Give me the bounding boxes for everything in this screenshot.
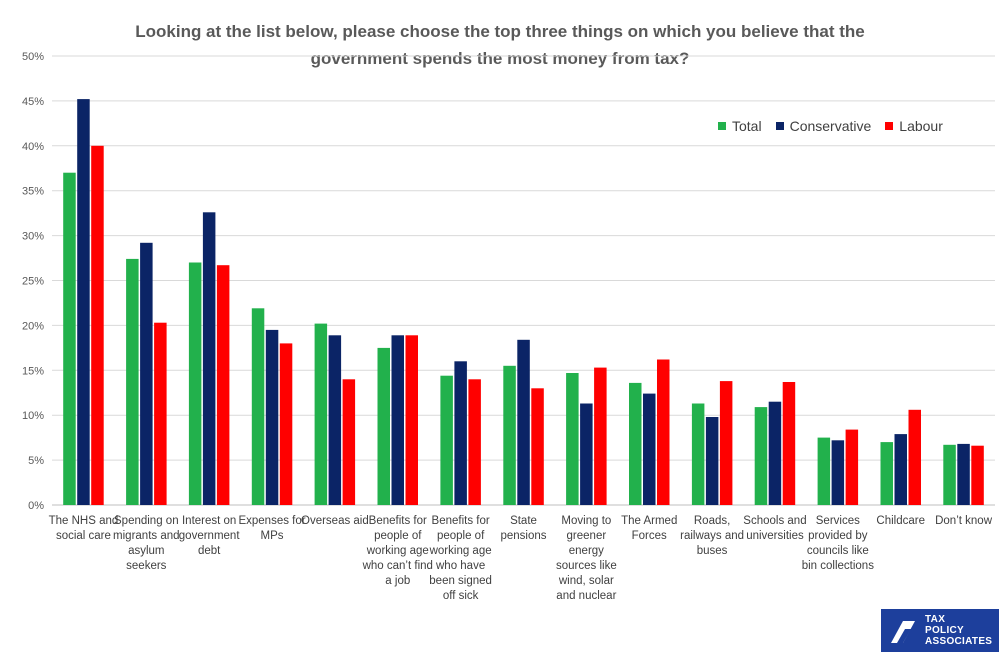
bar-conservative-6 <box>454 361 467 505</box>
logo-text-line-2: POLICY <box>925 625 965 636</box>
x-category-label: Moving to greener energy sources like wi… <box>556 515 617 602</box>
x-category-label: Expenses for MPs <box>238 515 306 542</box>
bar-conservative-11 <box>768 401 782 505</box>
x-category-label: The Armed Forces <box>621 515 678 542</box>
legend-item-total: Total <box>718 118 762 134</box>
legend-swatch-total <box>718 122 726 130</box>
y-tick-label: 40% <box>22 141 44 153</box>
y-tick-label: 35% <box>22 186 44 198</box>
chart-title: Looking at the list below, please choose… <box>120 18 880 72</box>
x-category-label: Benefits for people of working age who h… <box>429 515 492 602</box>
bar-labour-11 <box>782 382 796 505</box>
bar-total-10 <box>691 403 705 505</box>
x-category-label: Services provided by councils like bin c… <box>801 515 874 572</box>
x-category-label: Spending on migrants and asylum seekers <box>113 515 180 572</box>
bar-total-8 <box>566 373 579 505</box>
bar-conservative-0 <box>77 99 90 505</box>
bar-total-13 <box>880 442 893 505</box>
bar-total-14 <box>943 444 956 505</box>
legend-label-total: Total <box>732 118 762 134</box>
bar-total-2 <box>188 262 202 505</box>
bar-total-6 <box>440 375 453 505</box>
y-tick-label: 10% <box>22 410 44 422</box>
y-tick-label: 5% <box>28 455 44 467</box>
bar-total-0 <box>63 172 76 505</box>
bar-conservative-5 <box>391 335 404 505</box>
bar-conservative-2 <box>202 212 216 506</box>
bar-conservative-1 <box>140 242 153 506</box>
legend-label-labour: Labour <box>899 118 943 134</box>
bar-conservative-4 <box>328 335 342 505</box>
logo-text-line-3: ASSOCIATES <box>925 636 993 647</box>
y-tick-label: 25% <box>22 276 44 288</box>
chart-title-line-2: government spends the most money from ta… <box>310 49 690 68</box>
bar-conservative-10 <box>705 417 719 505</box>
bar-conservative-7 <box>517 339 530 505</box>
bar-labour-0 <box>91 145 104 506</box>
x-category-label: Schools and universities <box>743 515 807 542</box>
bar-conservative-14 <box>957 443 970 505</box>
x-category-label: Interest on government debt <box>178 515 240 557</box>
y-tick-label: 0% <box>28 500 44 512</box>
bar-labour-7 <box>531 388 544 505</box>
x-category-label: Childcare <box>876 515 925 527</box>
bar-labour-2 <box>216 265 230 505</box>
legend-item-conservative: Conservative <box>775 118 872 134</box>
bar-conservative-13 <box>894 434 907 505</box>
bar-conservative-8 <box>580 403 593 505</box>
bar-total-9 <box>629 382 642 505</box>
legend-item-labour: Labour <box>885 118 943 134</box>
logo-mark-icon <box>891 620 915 643</box>
logo-text-line-1: TAX <box>925 614 946 625</box>
y-tick-label: 15% <box>22 365 44 377</box>
bar-labour-12 <box>845 429 859 505</box>
x-category-label: The NHS and social care <box>48 515 119 542</box>
bar-total-11 <box>754 407 768 505</box>
bar-conservative-9 <box>643 393 656 505</box>
bar-labour-14 <box>971 445 984 505</box>
x-category-label: Roads, railways and buses <box>680 515 745 557</box>
legend-swatch-conservative <box>775 122 784 130</box>
bar-labour-13 <box>908 409 921 505</box>
bar-total-5 <box>377 347 390 505</box>
legend-swatch-labour <box>885 122 894 130</box>
x-category-label: State pensions <box>500 515 547 542</box>
bar-total-3 <box>251 308 265 505</box>
bar-total-7 <box>503 365 516 505</box>
y-tick-label: 30% <box>22 231 44 243</box>
chart-title-line-1: Looking at the list below, please choose… <box>135 22 865 41</box>
y-tick-label: 20% <box>22 320 44 332</box>
x-category-label: Overseas aid <box>301 515 369 527</box>
tax-policy-associates-logo: TAX POLICY ASSOCIATES <box>881 609 999 652</box>
x-category-label: Benefits for people of working age who c… <box>362 515 433 587</box>
bar-total-12 <box>817 437 831 505</box>
legend: Total Conservative Labour <box>718 118 943 134</box>
y-tick-label: 45% <box>22 96 44 108</box>
bar-labour-4 <box>342 379 356 505</box>
bar-labour-6 <box>468 379 481 505</box>
bar-labour-5 <box>405 335 418 505</box>
legend-label-conservative: Conservative <box>789 118 872 134</box>
bar-total-4 <box>314 323 328 505</box>
bar-total-1 <box>126 258 139 505</box>
bar-conservative-3 <box>265 329 279 505</box>
bar-conservative-12 <box>831 440 845 505</box>
bar-labour-1 <box>154 322 167 505</box>
bar-labour-10 <box>719 381 733 505</box>
bar-labour-9 <box>657 359 670 505</box>
x-category-label: Don’t know <box>935 515 992 527</box>
bar-labour-3 <box>279 343 293 505</box>
bar-labour-8 <box>594 367 607 505</box>
y-tick-label: 50% <box>22 51 44 63</box>
